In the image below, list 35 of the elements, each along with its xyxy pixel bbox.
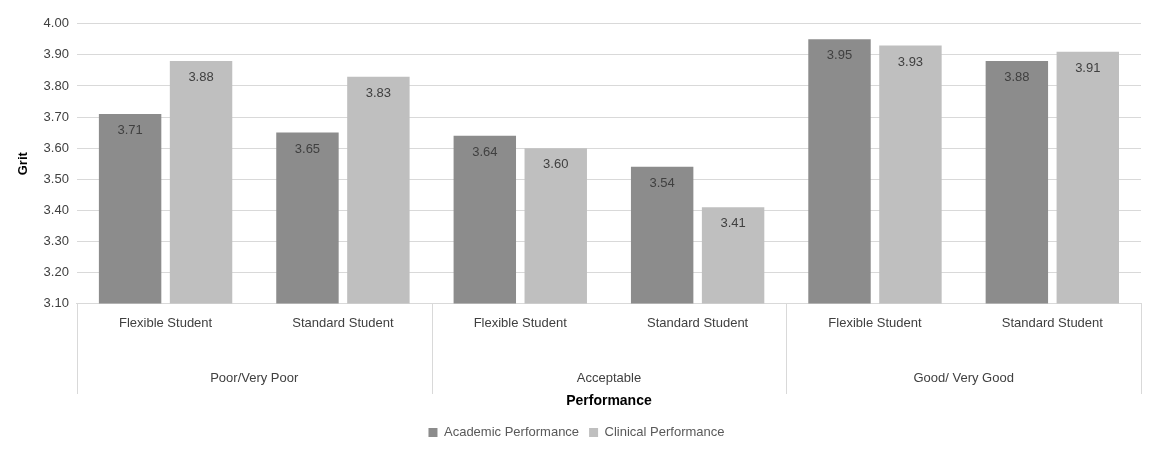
data-label: 3.54: [649, 174, 675, 190]
y-tick-label: 3.90: [43, 46, 69, 62]
data-label: 3.83: [365, 84, 392, 100]
x-tick-label: Flexible Student: [118, 314, 213, 330]
x-tick-label: Standard Student: [647, 314, 749, 330]
data-label: 3.65: [294, 140, 321, 156]
data-label: 3.95: [826, 47, 853, 63]
x-tick-label: Flexible Student: [473, 314, 568, 330]
y-tick-label: 3.70: [43, 108, 69, 124]
data-label: 3.64: [472, 143, 498, 159]
y-tick-label: 3.20: [43, 264, 69, 280]
y-tick-label: 3.40: [43, 201, 69, 217]
x-axis-title: Performance: [566, 392, 652, 409]
y-tick-label: 3.30: [43, 233, 69, 248]
data-label: 3.41: [720, 215, 746, 231]
data-label: 3.88: [188, 69, 214, 85]
x-tick-label: Flexible Student: [828, 314, 922, 330]
y-tick-label: 3.80: [43, 77, 69, 93]
data-label: 3.71: [117, 122, 143, 138]
x-tick-label: Standard Student: [1001, 314, 1104, 330]
data-label: 3.91: [1075, 59, 1101, 75]
text: Acceptable: [576, 369, 642, 385]
data-label: 3.60: [543, 156, 569, 172]
text: Poor/Very Poor: [210, 369, 299, 385]
y-tick-label: 4.00: [43, 15, 69, 31]
x-tick-label: Standard Student: [292, 314, 394, 330]
y-tick-label: 3.10: [43, 295, 69, 311]
data-label: 3.93: [897, 53, 924, 69]
y-axis-title: Grit: [15, 151, 31, 176]
y-tick-label: 3.50: [43, 170, 69, 186]
legend-label: Academic Performance: [443, 424, 580, 440]
y-tick-label: 3.60: [43, 139, 69, 155]
data-label: 3.88: [1004, 69, 1030, 85]
legend-label: Clinical Performance: [604, 424, 725, 440]
text: Good/ Very Good: [913, 369, 1014, 385]
